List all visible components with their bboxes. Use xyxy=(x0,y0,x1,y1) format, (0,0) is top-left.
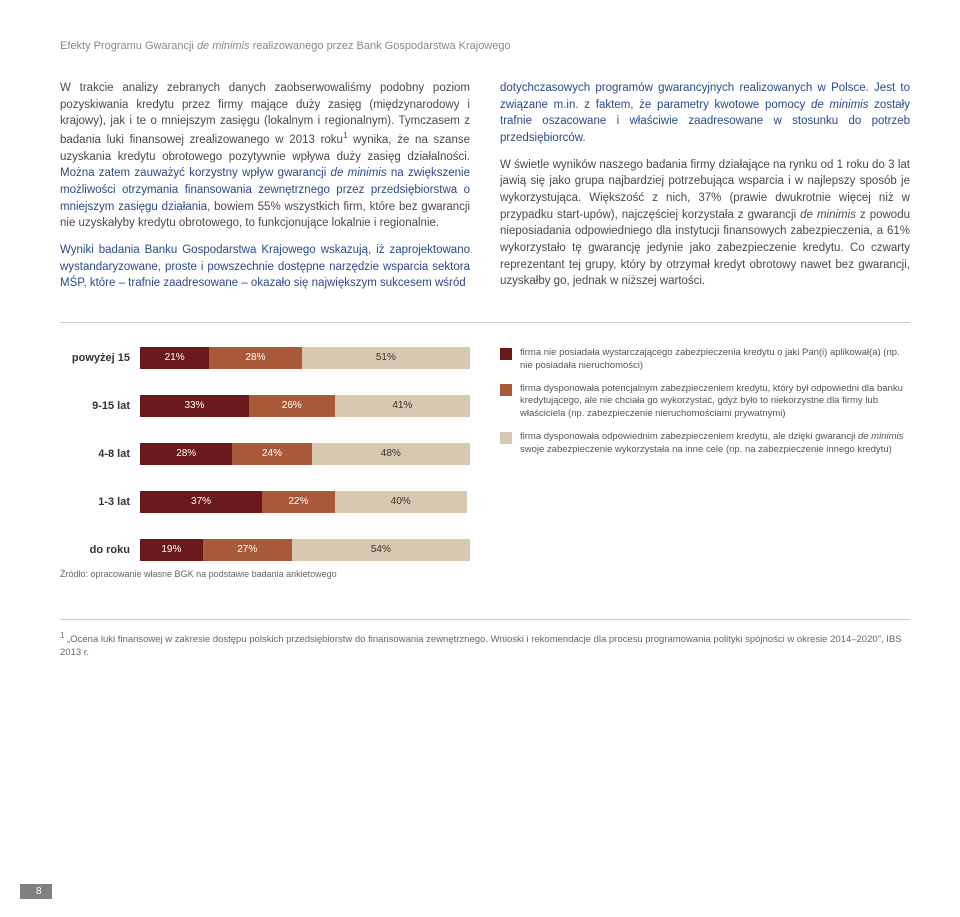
bar-track: 19%27%54% xyxy=(140,539,470,561)
bar-label: 4-8 lat xyxy=(60,448,140,460)
bar-segment: 41% xyxy=(335,395,470,417)
bar-track: 37%22%40% xyxy=(140,491,470,513)
legend-swatch xyxy=(500,432,512,444)
paragraph: W trakcie analizy zebranych danych zaobs… xyxy=(60,80,470,232)
bar-track: 28%24%48% xyxy=(140,443,470,465)
chart-section: powyżej 1521%28%51%9-15 lat33%26%41%4-8 … xyxy=(60,322,910,579)
bar-segment: 28% xyxy=(209,347,301,369)
bar-segment: 22% xyxy=(262,491,335,513)
bar-segment: 21% xyxy=(140,347,209,369)
paragraph: Wyniki badania Banku Gospodarstwa Krajow… xyxy=(60,242,470,292)
bar-track: 33%26%41% xyxy=(140,395,470,417)
legend-swatch xyxy=(500,348,512,360)
legend-text: firma dysponowała odpowiednim zabezpiecz… xyxy=(520,431,910,457)
bar-segment: 33% xyxy=(140,395,249,417)
column-left: W trakcie analizy zebranych danych zaobs… xyxy=(60,80,470,292)
bar-segment: 26% xyxy=(249,395,335,417)
stacked-bar-chart: powyżej 1521%28%51%9-15 lat33%26%41%4-8 … xyxy=(60,347,470,579)
bar-segment: 28% xyxy=(140,443,232,465)
legend-item: firma dysponowała potencjalnym zabezpiec… xyxy=(500,383,910,421)
bar-label: do roku xyxy=(60,544,140,556)
bar-row: do roku19%27%54% xyxy=(60,539,470,561)
legend-text: firma dysponowała potencjalnym zabezpiec… xyxy=(520,383,910,421)
bar-segment: 54% xyxy=(292,539,470,561)
bar-row: powyżej 1521%28%51% xyxy=(60,347,470,369)
legend-swatch xyxy=(500,384,512,396)
legend-item: firma nie posiadała wystarczającego zabe… xyxy=(500,347,910,373)
bar-segment: 27% xyxy=(203,539,292,561)
bar-segment: 24% xyxy=(232,443,311,465)
paragraph: W świetle wyników naszego badania firmy … xyxy=(500,157,910,290)
bar-label: powyżej 15 xyxy=(60,352,140,364)
bar-track: 21%28%51% xyxy=(140,347,470,369)
column-right: dotychczasowych programów gwarancyjnych … xyxy=(500,80,910,292)
bar-row: 9-15 lat33%26%41% xyxy=(60,395,470,417)
text-columns: W trakcie analizy zebranych danych zaobs… xyxy=(60,80,910,292)
bar-segment: 40% xyxy=(335,491,467,513)
page-number: 8 xyxy=(20,884,52,899)
footnote-separator xyxy=(60,619,910,620)
legend-text: firma nie posiadała wystarczającego zabe… xyxy=(520,347,910,373)
bar-segment: 19% xyxy=(140,539,203,561)
bar-label: 9-15 lat xyxy=(60,400,140,412)
bar-segment: 48% xyxy=(312,443,470,465)
legend-item: firma dysponowała odpowiednim zabezpiecz… xyxy=(500,431,910,457)
bar-row: 4-8 lat28%24%48% xyxy=(60,443,470,465)
bar-segment: 37% xyxy=(140,491,262,513)
bar-row: 1-3 lat37%22%40% xyxy=(60,491,470,513)
footnote: 1 „Ocena luki finansowej w zakresie dost… xyxy=(60,630,910,660)
chart-source: Źródło: opracowanie własne BGK na podsta… xyxy=(60,569,470,579)
bar-label: 1-3 lat xyxy=(60,496,140,508)
paragraph: dotychczasowych programów gwarancyjnych … xyxy=(500,80,910,147)
chart-legend: firma nie posiadała wystarczającego zabe… xyxy=(500,347,910,579)
page-header: Efekty Programu Gwarancji de minimis rea… xyxy=(60,40,910,52)
bar-segment: 51% xyxy=(302,347,470,369)
